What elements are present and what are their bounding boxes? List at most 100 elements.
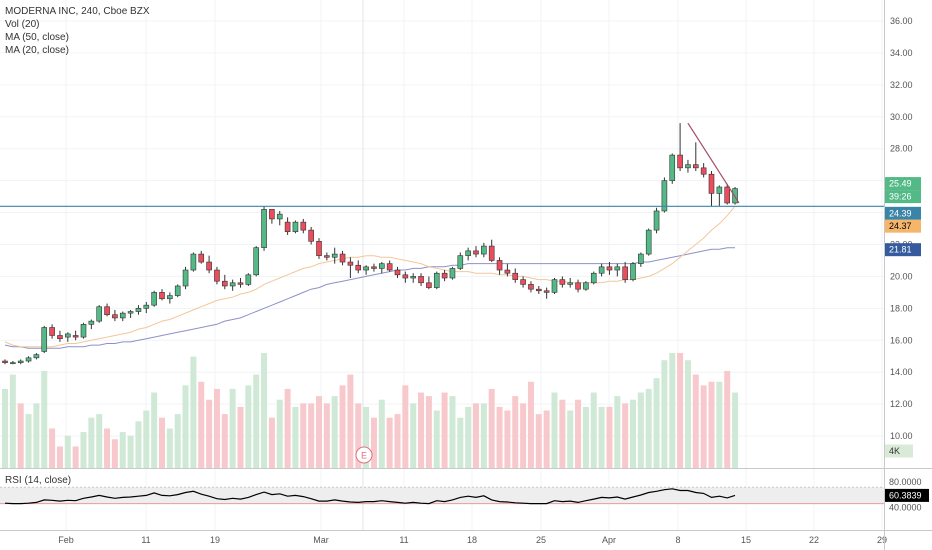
ma20-badge-box xyxy=(885,219,921,233)
moving-averages xyxy=(4,205,736,349)
volume-bar xyxy=(402,385,409,468)
candle-body xyxy=(308,229,314,242)
volume-bar xyxy=(276,399,283,468)
price-tick-label: 18.00 xyxy=(890,303,913,313)
volume-bar xyxy=(394,414,401,468)
candle xyxy=(65,332,71,342)
candle-body xyxy=(677,154,683,169)
price-tick-label: 36.00 xyxy=(890,16,913,26)
candle-body xyxy=(17,360,24,363)
candle xyxy=(292,220,299,234)
volume-bar xyxy=(622,403,629,468)
volume-bar xyxy=(88,417,95,468)
candle-body xyxy=(575,282,581,290)
candle-body xyxy=(669,154,676,181)
candle xyxy=(17,359,24,365)
candle xyxy=(426,276,432,290)
volume-bar xyxy=(151,392,158,468)
volume-bar xyxy=(410,403,417,468)
candle-body xyxy=(708,173,715,194)
candle-body xyxy=(10,362,16,364)
candle-body xyxy=(245,274,252,285)
candle-body xyxy=(441,272,448,279)
candle xyxy=(33,353,40,360)
rsi-value-badge-text: 60.3839 xyxy=(889,490,922,500)
candle xyxy=(182,266,189,290)
candle xyxy=(410,273,417,283)
candle-body xyxy=(418,276,424,284)
candle-body xyxy=(488,245,495,261)
ma20-badge: 24.37 xyxy=(885,219,921,233)
descending-trend-line xyxy=(687,122,740,204)
candle xyxy=(504,263,511,277)
candle-body xyxy=(127,311,134,314)
volume-bar xyxy=(551,392,558,468)
candle-body xyxy=(630,263,636,280)
candle xyxy=(245,273,252,286)
ma20-indicator-label[interactable]: MA (20, close) xyxy=(5,45,69,56)
price-tick-label: 20.00 xyxy=(890,271,913,281)
candle xyxy=(661,177,668,213)
symbol-title[interactable]: MODERNA INC, 240, Cboe BZX xyxy=(5,6,150,17)
candle xyxy=(363,265,369,275)
candle xyxy=(269,209,275,224)
volume-bar xyxy=(2,388,8,468)
volume-bar xyxy=(308,403,315,468)
volume-bar xyxy=(567,410,574,468)
volume-bar xyxy=(245,385,252,468)
candle xyxy=(72,330,79,341)
candle-body xyxy=(57,335,63,339)
candle-body xyxy=(229,282,236,287)
date-tick-label: 11 xyxy=(141,535,150,545)
candle-body xyxy=(88,320,95,325)
volume-bar xyxy=(261,353,268,468)
candle-body xyxy=(159,292,165,300)
price-tick-label: 10.00 xyxy=(890,431,913,441)
date-tick-label: 22 xyxy=(809,535,819,545)
candle xyxy=(418,273,424,286)
candle-body xyxy=(638,253,644,264)
price-tick-label: 14.00 xyxy=(890,367,913,377)
candle-body xyxy=(80,324,87,338)
candle xyxy=(630,262,636,282)
candle-body xyxy=(402,274,409,279)
candle-body xyxy=(363,266,369,271)
volume-bar xyxy=(441,392,448,468)
volume-bar xyxy=(174,414,181,468)
date-tick-label: 15 xyxy=(741,535,751,545)
candle xyxy=(606,262,613,275)
vol-indicator-label[interactable]: Vol (20) xyxy=(5,19,40,30)
drawings: E xyxy=(0,122,884,464)
candle xyxy=(10,361,16,365)
volume-badge-box xyxy=(885,444,913,458)
candle-body xyxy=(284,221,291,233)
candle xyxy=(214,266,220,285)
volume-bar xyxy=(323,403,330,468)
candle xyxy=(316,238,322,259)
candle xyxy=(481,242,487,258)
date-tick-label: Apr xyxy=(602,535,616,545)
date-tick-label: 18 xyxy=(467,535,477,545)
volume-bar xyxy=(64,435,71,468)
candle-body xyxy=(559,279,566,285)
volume-bar xyxy=(520,403,527,468)
support-level-badge-box xyxy=(885,206,921,220)
volume-bar xyxy=(724,370,731,468)
candle xyxy=(449,266,456,280)
volume-bar xyxy=(504,410,511,468)
candle xyxy=(88,319,95,330)
price-tick-label: 30.00 xyxy=(890,112,913,122)
candle-body xyxy=(104,306,110,316)
candle xyxy=(394,266,401,279)
volume-bar xyxy=(206,399,213,468)
candle-body xyxy=(190,253,197,271)
candle xyxy=(488,239,495,263)
ma50-indicator-label[interactable]: MA (50, close) xyxy=(5,32,69,43)
rsi-indicator-label[interactable]: RSI (14, close) xyxy=(5,475,72,486)
volume-bar xyxy=(370,417,377,468)
volume-bar xyxy=(418,392,425,468)
volume-bar xyxy=(237,406,244,468)
candle xyxy=(465,247,471,261)
candle xyxy=(222,274,228,290)
candle xyxy=(716,185,723,207)
